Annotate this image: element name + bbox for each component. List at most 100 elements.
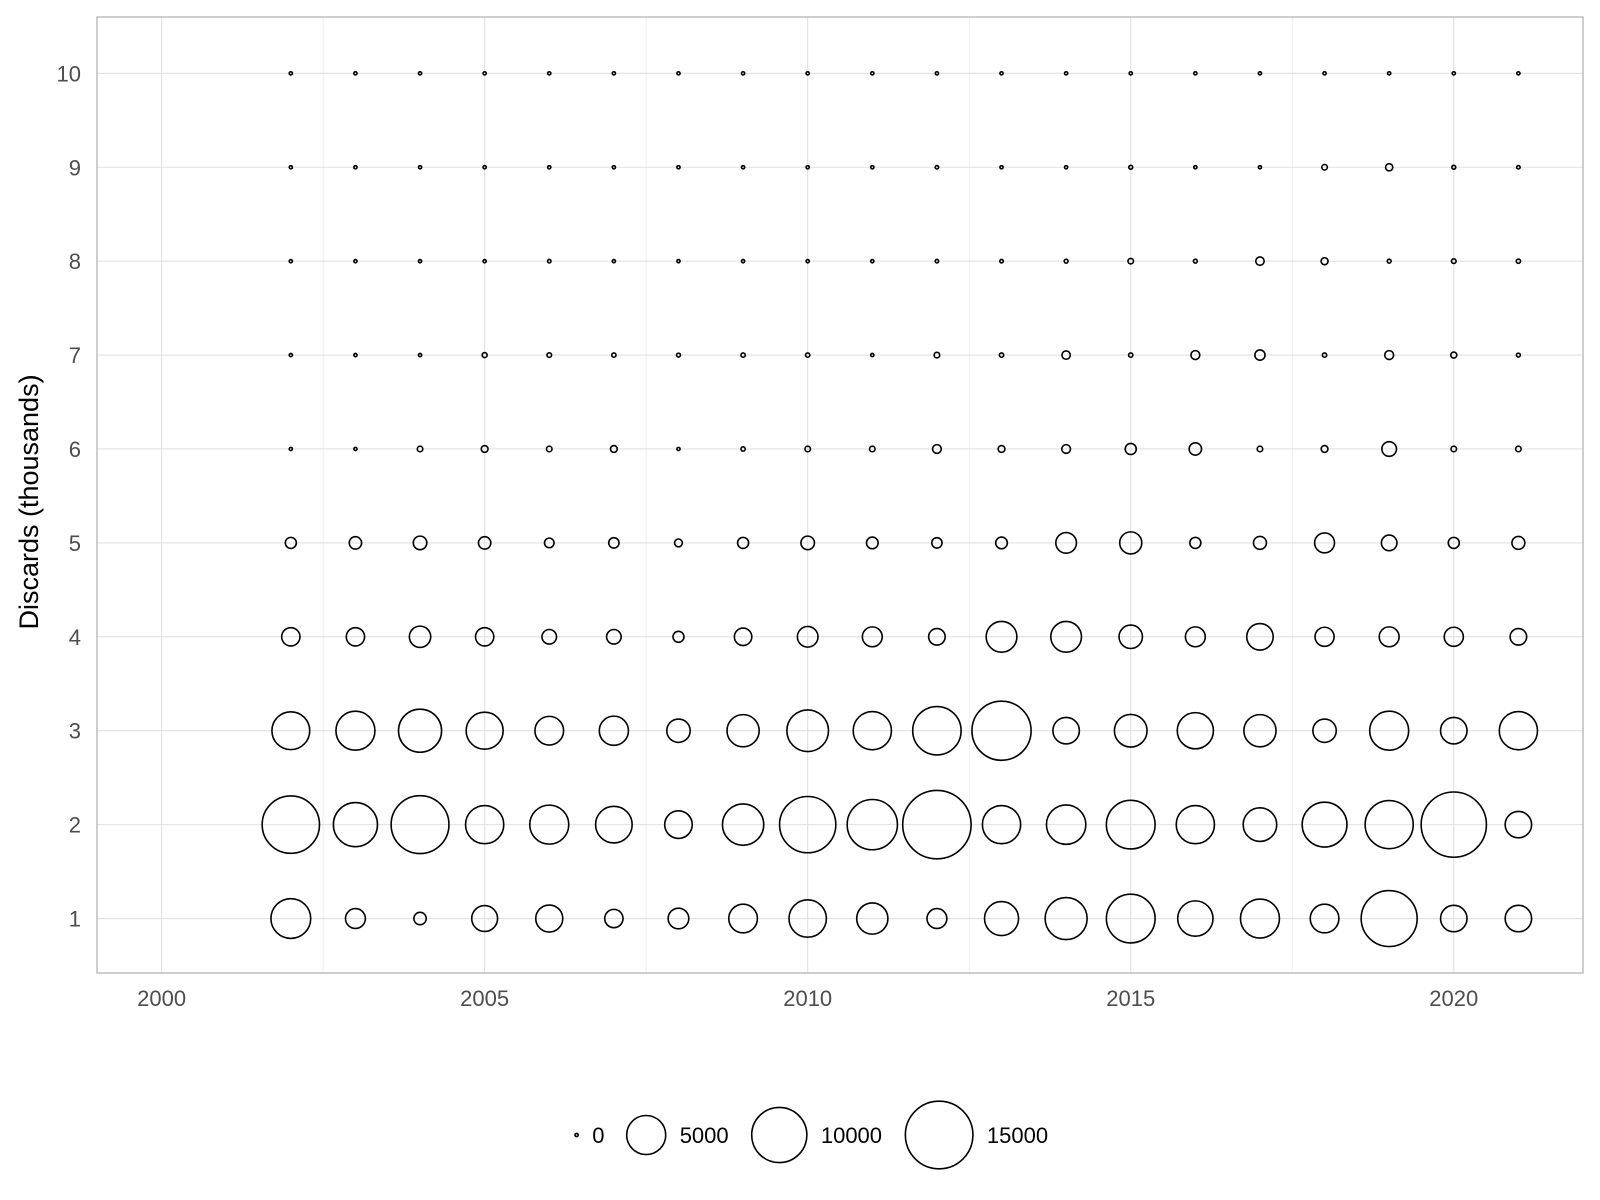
bubble-point bbox=[465, 711, 504, 751]
bubble-point bbox=[344, 907, 367, 930]
legend-key-label: 10000 bbox=[821, 1123, 882, 1148]
bubble-point bbox=[594, 805, 633, 844]
bubble-point bbox=[1061, 350, 1072, 361]
bubble-point bbox=[933, 351, 941, 359]
bubble-point bbox=[417, 70, 423, 76]
bubble-point bbox=[931, 443, 943, 455]
bubble-point bbox=[543, 537, 555, 549]
bubble-point bbox=[740, 446, 747, 452]
legend-key-label: 15000 bbox=[987, 1123, 1048, 1148]
bubble-point bbox=[934, 258, 940, 264]
y-axis-tick-labels: 1 2 3 4 5 6 7 8 9 10 bbox=[57, 61, 81, 931]
bubble-point bbox=[1192, 258, 1199, 264]
bubble-point bbox=[1060, 443, 1072, 455]
bubble-point bbox=[408, 625, 432, 649]
bubble-point bbox=[611, 258, 617, 264]
bubble-point bbox=[610, 352, 617, 359]
bubble-point bbox=[676, 446, 681, 452]
bubble-point bbox=[546, 351, 553, 359]
bubble-point bbox=[474, 626, 495, 647]
bubble-point bbox=[611, 70, 617, 76]
y-tick-label: 7 bbox=[69, 343, 81, 368]
bubble-point bbox=[611, 164, 617, 170]
bubble-point bbox=[805, 164, 811, 170]
bubble-point bbox=[1105, 799, 1156, 850]
bubble-point bbox=[1257, 164, 1263, 170]
x-tick-label: 2010 bbox=[783, 986, 832, 1011]
x-tick-label: 2015 bbox=[1106, 986, 1155, 1011]
bubble-point bbox=[733, 627, 753, 647]
bubble-point bbox=[1314, 626, 1335, 648]
bubble-point bbox=[412, 535, 428, 551]
bubble-point bbox=[534, 904, 564, 933]
bubble-point bbox=[865, 536, 879, 550]
bubble-point bbox=[999, 70, 1004, 76]
bubble-point bbox=[934, 70, 940, 76]
bubble-point bbox=[482, 164, 488, 170]
bubble-point bbox=[1504, 810, 1533, 839]
legend-key-symbol bbox=[574, 1132, 580, 1138]
bubble-point bbox=[1124, 442, 1138, 456]
x-tick-label: 2000 bbox=[137, 986, 186, 1011]
bubble-point bbox=[1386, 70, 1392, 76]
bubble-point bbox=[663, 810, 694, 840]
bubble-point bbox=[288, 446, 294, 452]
bubble-point bbox=[417, 164, 423, 170]
x-tick-label: 2005 bbox=[460, 986, 509, 1011]
bubble-point bbox=[288, 352, 294, 358]
bubble-point bbox=[348, 535, 363, 550]
bubble-point bbox=[1420, 791, 1488, 859]
legend-key-symbol bbox=[750, 1106, 808, 1164]
bubble-point bbox=[1192, 70, 1198, 76]
bubble-point bbox=[796, 625, 819, 648]
bubble-point bbox=[1118, 531, 1143, 555]
bubble-point bbox=[353, 352, 358, 358]
bubble-point bbox=[971, 700, 1032, 762]
legend-key-label: 5000 bbox=[680, 1123, 729, 1148]
bubble-point bbox=[994, 536, 1009, 550]
bubble-point bbox=[934, 164, 940, 170]
bubble-point bbox=[605, 628, 622, 645]
bubble-point bbox=[261, 795, 321, 855]
bubble-point bbox=[390, 794, 450, 855]
bubble-point bbox=[672, 630, 685, 644]
bubble-point bbox=[999, 164, 1004, 170]
bubble-point bbox=[470, 904, 499, 933]
bubble-point bbox=[413, 911, 428, 926]
bubble-point bbox=[1188, 442, 1203, 456]
bubble-point bbox=[1515, 352, 1522, 358]
legend-key-symbol bbox=[625, 1114, 667, 1156]
bubble-point bbox=[1127, 164, 1134, 171]
bubble-point bbox=[1239, 898, 1281, 939]
bubble-point bbox=[1190, 349, 1201, 361]
bubble-point bbox=[477, 535, 492, 550]
bubble-point bbox=[726, 713, 760, 748]
legend-key-symbol bbox=[904, 1100, 974, 1170]
bubble-point bbox=[675, 352, 682, 358]
bubble-point bbox=[1176, 711, 1215, 750]
bubble-point bbox=[1450, 258, 1457, 265]
bubble-point bbox=[861, 626, 884, 648]
y-tick-label: 1 bbox=[69, 907, 81, 932]
legend-key-label: 0 bbox=[592, 1123, 604, 1148]
bubble-point bbox=[1055, 531, 1078, 555]
bubble-point bbox=[1175, 804, 1216, 845]
plot-panel-border bbox=[96, 16, 1584, 974]
bubble-point bbox=[482, 70, 488, 76]
bubble-point bbox=[397, 708, 443, 754]
bubble-point bbox=[1381, 440, 1398, 458]
bubble-point bbox=[480, 444, 489, 454]
bubble-point bbox=[1498, 710, 1539, 751]
bubble-point bbox=[981, 804, 1022, 845]
bubble-point bbox=[926, 907, 948, 930]
bubble-point bbox=[1368, 710, 1410, 752]
bubble-point bbox=[868, 445, 876, 453]
bubble-point bbox=[1128, 70, 1134, 76]
bubble-point bbox=[609, 444, 619, 454]
bubble-point bbox=[740, 70, 746, 76]
y-tick-label: 2 bbox=[69, 813, 81, 838]
minor-gridlines bbox=[322, 17, 1293, 973]
bubble-point bbox=[1245, 622, 1274, 651]
size-legend: 0 5000 10000 15000 bbox=[574, 1100, 1048, 1170]
